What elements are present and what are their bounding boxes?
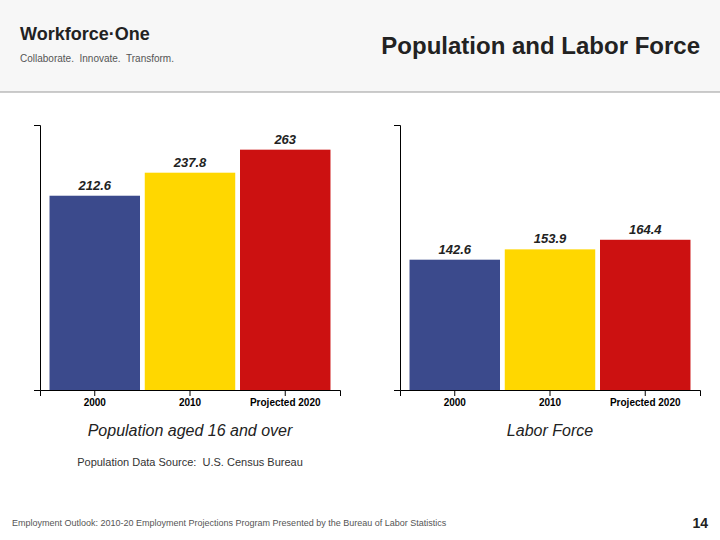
x-tick-label: 2010 [179, 397, 202, 408]
x-tick-mark [454, 390, 455, 396]
x-axis: 2000 2010 Projected 2020 [401, 390, 701, 408]
y-axis-line [34, 126, 41, 391]
page-number: 14 [692, 515, 708, 531]
data-labels: 142.6 153.9 164.4 [438, 222, 662, 257]
tagline: Collaborate. Innovate. Transform. [20, 53, 174, 64]
data-labels: 212.6 237.8 263 [77, 132, 296, 193]
bars [410, 240, 691, 390]
x-tick-mark [190, 390, 191, 396]
footer: Employment Outlook: 2010-20 Employment P… [12, 518, 447, 528]
x-tick-label: 2000 [444, 397, 467, 408]
x-tick-label: Projected 2020 [610, 397, 681, 408]
chart-panel: 212.6 237.8 263 2000 2010 Projected 2020 Popul… [34, 126, 341, 469]
x-tick-mark [645, 390, 646, 396]
y-axis-line [394, 126, 401, 391]
x-tick: 2010 [539, 390, 562, 408]
data-label: 263 [273, 132, 296, 147]
annotation: Population Data Source: U.S. Census Bure… [77, 456, 303, 468]
bar [240, 150, 330, 390]
bar [410, 260, 500, 390]
header-rule [0, 92, 720, 93]
x-axis: 2000 2010 Projected 2020 [41, 390, 341, 408]
x-tick-mark [285, 390, 286, 396]
page: Workforce·One Collaborate. Innovate. Tran… [0, 0, 720, 540]
bar [505, 249, 595, 390]
x-tick-mark [550, 390, 551, 396]
x-tick-label: Projected 2020 [250, 397, 321, 408]
x-tick: 2000 [444, 390, 467, 408]
data-label: 237.8 [173, 155, 207, 170]
data-label: 153.9 [534, 231, 567, 246]
x-tick-label: 2010 [539, 397, 562, 408]
data-label: 212.6 [77, 178, 111, 193]
x-tick: 2010 [179, 390, 202, 408]
x-axis-label: Population aged 16 and over [88, 422, 293, 439]
title: Population and Labor Force [381, 32, 700, 59]
chart-panel: 142.6 153.9 164.4 2000 2010 Projected 2020 Lab… [394, 126, 701, 440]
bars [50, 150, 331, 390]
bar [50, 196, 140, 390]
y-axis [34, 126, 41, 391]
data-label: 164.4 [629, 222, 662, 237]
logo: Workforce·One [20, 24, 150, 44]
y-axis [394, 126, 401, 391]
x-tick: 2000 [84, 390, 107, 408]
header-band [0, 0, 720, 92]
x-axis-line [401, 391, 701, 397]
x-axis-line [41, 391, 341, 397]
x-axis-label: Labor Force [507, 422, 593, 439]
x-tick-label: 2000 [84, 397, 107, 408]
bar [145, 173, 235, 390]
x-tick: Projected 2020 [250, 390, 321, 408]
x-tick-mark [94, 390, 95, 396]
data-label: 142.6 [438, 242, 471, 257]
bar [600, 240, 690, 390]
x-tick: Projected 2020 [610, 390, 681, 408]
